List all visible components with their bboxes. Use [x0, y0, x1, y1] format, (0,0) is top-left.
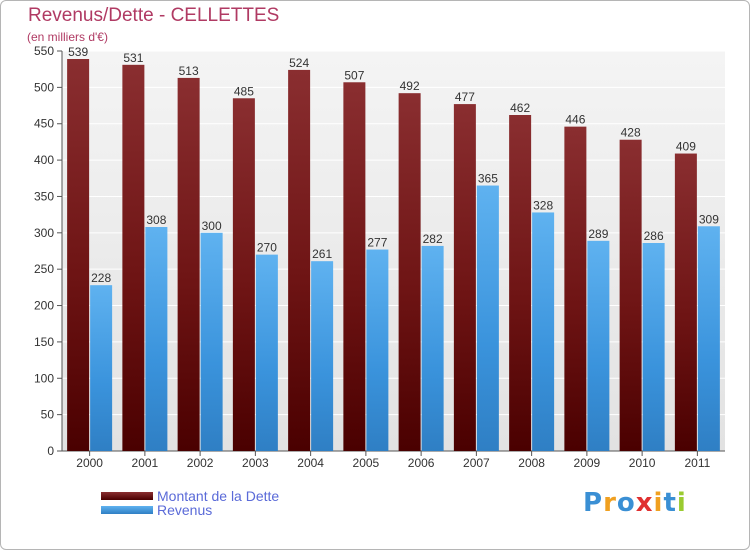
data-label: 365	[478, 172, 498, 186]
data-label: 289	[588, 227, 608, 241]
bar-dette	[122, 64, 145, 451]
bar-revenus	[532, 212, 555, 451]
bar-dette	[564, 126, 587, 452]
x-tick-label: 2011	[684, 456, 710, 470]
data-label: 277	[367, 236, 387, 250]
bar-revenus	[255, 254, 278, 451]
data-label: 539	[68, 45, 88, 59]
logo-letter: x	[635, 488, 654, 518]
data-label: 286	[644, 229, 664, 243]
bar-dette	[177, 77, 200, 451]
bar-dette	[288, 69, 311, 451]
y-tick-label: 450	[34, 117, 54, 131]
data-label: 270	[257, 241, 277, 255]
bar-revenus	[587, 240, 610, 451]
bar-dette	[398, 93, 421, 451]
y-tick-label: 500	[34, 80, 54, 94]
bar-revenus	[200, 232, 223, 451]
data-label: 308	[146, 213, 166, 227]
proxiti-logo: Proxiti	[583, 488, 687, 518]
chart-subtitle: (en milliers d'€)	[27, 30, 108, 44]
legend-item-revenus: Revenus	[101, 502, 212, 518]
x-tick-label: 2009	[574, 456, 601, 470]
data-label: 446	[565, 113, 585, 127]
legend-swatch-revenus	[101, 506, 153, 514]
x-tick-label: 2010	[629, 456, 656, 470]
bar-dette	[674, 153, 697, 451]
chart-title: Revenus/Dette - CELLETTES	[28, 5, 280, 26]
plot-area	[62, 51, 725, 451]
x-tick-label: 2001	[132, 456, 159, 470]
data-label: 507	[344, 68, 364, 82]
y-tick-label: 350	[34, 189, 54, 203]
bar-dette	[232, 98, 255, 451]
y-tick-label: 400	[34, 153, 54, 167]
legend-item-dette: Montant de la Dette	[101, 488, 279, 504]
data-label: 462	[510, 101, 530, 115]
data-label: 228	[91, 271, 111, 285]
data-label: 300	[202, 219, 222, 233]
x-tick-label: 2007	[463, 456, 490, 470]
bar-chart: 0 50 100 150 200 250 300 350 400 450 500 550 539 228 2…	[34, 44, 725, 470]
data-label: 409	[676, 140, 696, 154]
data-label: 513	[179, 64, 199, 78]
data-label: 492	[400, 79, 420, 93]
data-label: 428	[621, 126, 641, 140]
y-tick-label: 100	[34, 371, 54, 385]
bar-dette	[343, 82, 366, 451]
bar-revenus	[642, 243, 665, 451]
data-label: 485	[234, 84, 254, 98]
bar-revenus	[421, 245, 444, 451]
x-tick-label: 2005	[353, 456, 380, 470]
legend-label-dette: Montant de la Dette	[157, 488, 280, 504]
bar-revenus	[366, 249, 389, 451]
data-label: 282	[423, 232, 443, 246]
data-label: 309	[699, 212, 719, 226]
bar-revenus	[90, 285, 113, 451]
bar-revenus	[697, 226, 720, 451]
data-label: 261	[312, 247, 332, 261]
bar-revenus	[311, 261, 334, 451]
bar-revenus	[145, 227, 168, 451]
bar-dette	[453, 104, 476, 451]
x-tick-label: 2006	[408, 456, 435, 470]
logo-letter: r	[603, 488, 617, 518]
data-label: 477	[455, 90, 475, 104]
logo-letter: t	[663, 488, 677, 518]
bar-revenus	[476, 185, 499, 451]
bar-dette	[509, 115, 532, 451]
x-tick-label: 2002	[187, 456, 214, 470]
y-tick-label: 150	[34, 335, 54, 349]
x-tick-label: 2004	[297, 456, 324, 470]
logo-letter: P	[583, 488, 604, 518]
x-tick-label: 2000	[76, 456, 103, 470]
legend-label-revenus: Revenus	[157, 502, 213, 518]
data-label: 328	[533, 198, 553, 212]
y-tick-label: 300	[34, 226, 54, 240]
y-tick-label: 250	[34, 262, 54, 276]
data-label: 531	[123, 51, 143, 65]
y-tick-label: 200	[34, 299, 54, 313]
y-tick-label: 50	[41, 408, 55, 422]
bar-dette	[67, 59, 90, 451]
logo-letter: o	[616, 488, 636, 518]
bar-dette	[619, 139, 642, 451]
data-label: 524	[289, 56, 309, 70]
logo-letter: i	[676, 488, 687, 518]
x-tick-label: 2008	[518, 456, 545, 470]
logo-letter: i	[653, 488, 664, 518]
legend-swatch-dette	[101, 492, 153, 500]
y-tick-label: 0	[47, 444, 54, 458]
x-tick-label: 2003	[242, 456, 269, 470]
y-tick-label: 550	[34, 44, 54, 58]
